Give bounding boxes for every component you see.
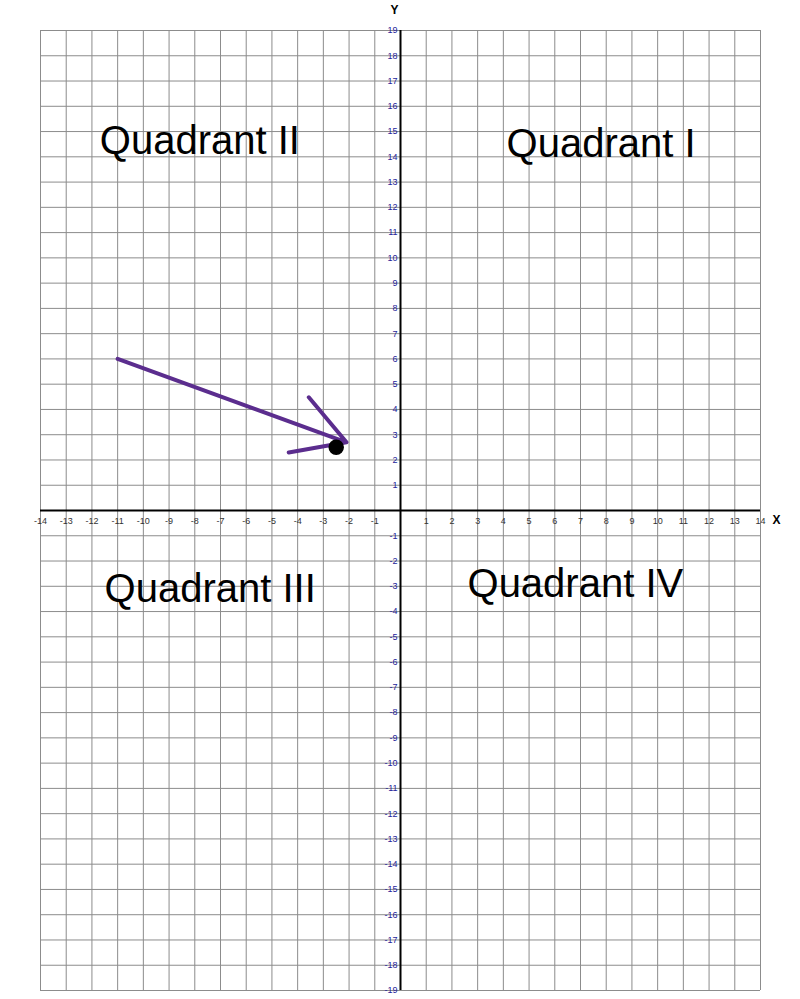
svg-text:-10: -10 <box>137 516 150 526</box>
svg-text:-19: -19 <box>384 985 397 995</box>
svg-text:-6: -6 <box>389 657 397 667</box>
svg-text:-3: -3 <box>389 581 397 591</box>
svg-text:2: 2 <box>392 455 397 465</box>
svg-text:4: 4 <box>392 404 397 414</box>
svg-text:10: 10 <box>653 516 663 526</box>
svg-text:1: 1 <box>424 516 429 526</box>
svg-text:-10: -10 <box>384 758 397 768</box>
svg-text:-2: -2 <box>389 556 397 566</box>
svg-text:-13: -13 <box>384 834 397 844</box>
svg-text:-4: -4 <box>389 606 397 616</box>
svg-text:-14: -14 <box>34 516 47 526</box>
svg-text:4: 4 <box>501 516 506 526</box>
svg-text:11: 11 <box>388 227 397 237</box>
svg-text:-13: -13 <box>60 516 73 526</box>
svg-text:12: 12 <box>704 516 714 526</box>
svg-text:-15: -15 <box>384 884 397 894</box>
svg-text:-7: -7 <box>216 516 224 526</box>
svg-text:Quadrant I: Quadrant I <box>507 121 696 165</box>
svg-text:-12: -12 <box>85 516 98 526</box>
svg-text:12: 12 <box>387 202 397 212</box>
svg-text:-8: -8 <box>191 516 199 526</box>
svg-text:15: 15 <box>387 126 397 136</box>
svg-text:-3: -3 <box>319 516 327 526</box>
svg-text:17: 17 <box>387 76 397 86</box>
svg-text:10: 10 <box>387 253 397 263</box>
svg-text:3: 3 <box>475 516 480 526</box>
svg-text:-11: -11 <box>111 516 123 526</box>
svg-text:8: 8 <box>392 303 397 313</box>
svg-text:-18: -18 <box>384 960 397 970</box>
svg-text:7: 7 <box>578 516 583 526</box>
svg-text:-5: -5 <box>268 516 276 526</box>
svg-text:13: 13 <box>387 177 397 187</box>
svg-text:18: 18 <box>387 51 397 61</box>
svg-text:7: 7 <box>392 329 397 339</box>
svg-text:19: 19 <box>387 25 397 35</box>
svg-text:-1: -1 <box>389 531 397 541</box>
svg-text:3: 3 <box>392 430 397 440</box>
svg-text:-1: -1 <box>371 516 379 526</box>
svg-text:5: 5 <box>392 379 397 389</box>
svg-text:-6: -6 <box>242 516 250 526</box>
svg-text:5: 5 <box>527 516 532 526</box>
svg-text:9: 9 <box>629 516 634 526</box>
svg-text:14: 14 <box>387 152 397 162</box>
svg-text:-9: -9 <box>165 516 173 526</box>
svg-text:6: 6 <box>392 354 397 364</box>
svg-text:16: 16 <box>387 101 397 111</box>
svg-text:Quadrant II: Quadrant II <box>100 118 300 162</box>
svg-text:-16: -16 <box>384 910 397 920</box>
svg-text:-14: -14 <box>384 859 397 869</box>
svg-text:1: 1 <box>392 480 397 490</box>
svg-text:11: 11 <box>679 516 688 526</box>
svg-text:-2: -2 <box>345 516 353 526</box>
svg-text:8: 8 <box>604 516 609 526</box>
svg-text:Y: Y <box>390 3 398 17</box>
svg-text:X: X <box>772 513 780 527</box>
svg-text:-11: -11 <box>385 783 397 793</box>
svg-text:-9: -9 <box>389 733 397 743</box>
svg-text:-17: -17 <box>384 935 397 945</box>
svg-text:9: 9 <box>392 278 397 288</box>
svg-text:-4: -4 <box>294 516 302 526</box>
svg-text:-12: -12 <box>384 809 397 819</box>
svg-text:-7: -7 <box>389 682 397 692</box>
svg-text:-5: -5 <box>389 632 397 642</box>
svg-text:-8: -8 <box>389 707 397 717</box>
svg-text:2: 2 <box>449 516 454 526</box>
svg-text:13: 13 <box>730 516 740 526</box>
svg-text:6: 6 <box>552 516 557 526</box>
svg-text:Quadrant IV: Quadrant IV <box>468 561 684 605</box>
svg-text:14: 14 <box>755 516 765 526</box>
svg-text:Quadrant III: Quadrant III <box>105 566 316 610</box>
